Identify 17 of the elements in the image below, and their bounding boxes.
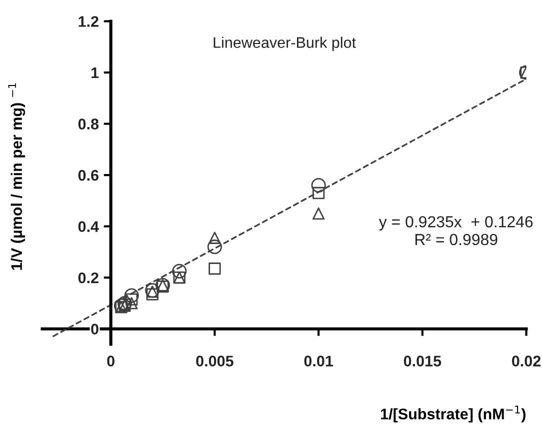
- y-axis-title: 1/V (µmol / min per mg) $^{−1}$: [8, 83, 26, 270]
- y-tick-label: 1: [91, 68, 99, 78]
- x-tick-label: 0.005: [196, 356, 234, 366]
- annotation: y = 0.9235x + 0.1246: [378, 216, 533, 231]
- y-tick-label: 0.8: [78, 118, 99, 130]
- y-tick-label: 0: [91, 324, 98, 335]
- text: Lineweaver-Burk plot: [214, 36, 356, 51]
- x-axis-title: 1/[Substrate] (nM$^{−1}$): [381, 406, 526, 422]
- y-tick-label: 1.2: [78, 16, 98, 27]
- x-tick-label: 0.01: [304, 356, 333, 366]
- y-tick-label: 0.4: [78, 221, 99, 232]
- y-tick-label: 0.6: [78, 170, 98, 181]
- x-tick-label: 0.02: [512, 356, 541, 366]
- y-tick-label: 0.2: [78, 272, 98, 284]
- annotation: R² = 0.9989: [415, 234, 498, 246]
- x-tick-label: 0: [107, 356, 114, 366]
- x-tick-label: 0.015: [404, 356, 442, 366]
